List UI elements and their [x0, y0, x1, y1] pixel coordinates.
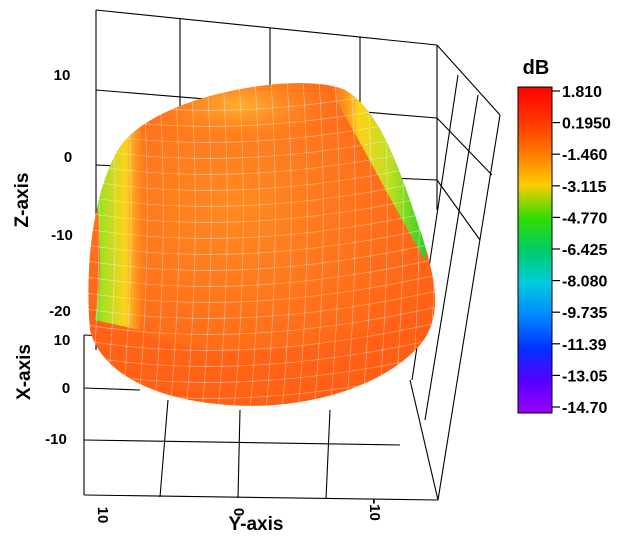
colorbar-tick-label: -11.39: [562, 337, 607, 354]
x-tick-label: -10: [45, 431, 67, 448]
y-tick-label: 10: [94, 507, 111, 524]
z-axis-ticks: 10 0 -10 -20: [49, 67, 73, 320]
x-tick-label: 10: [54, 332, 71, 349]
x-axis-title: X-axis: [14, 344, 35, 400]
x-axis-ticks: 10 0 -10: [45, 332, 70, 448]
colorbar-tick-label: -3.115: [562, 179, 607, 196]
colorbar-title: dB: [523, 57, 550, 79]
colorbar-tick-label: 1.810: [562, 84, 602, 101]
y-axis-ticks: 10 0 -10: [94, 499, 383, 523]
z-tick-label: 0: [64, 149, 72, 166]
colorbar-tick-label: -1.460: [562, 147, 607, 164]
colorbar-tick-label: -9.735: [562, 305, 607, 322]
x-tick-label: 0: [62, 380, 70, 397]
radiation-surface: [88, 83, 436, 406]
z-tick-label: -20: [49, 303, 71, 320]
colorbar-tick-label: -14.70: [562, 400, 607, 417]
colorbar: dB 1.810 0.1950 -1.460 -3.115 -4.770 -6.425 -8…: [517, 57, 611, 417]
y-axis-title: Y-axis: [229, 514, 284, 535]
z-axis-title: Z-axis: [12, 173, 33, 228]
colorbar-tick-label: -4.770: [562, 210, 607, 227]
colorbar-scale: [517, 86, 553, 414]
z-tick-label: -10: [51, 227, 73, 244]
colorbar-tick-label: 0.1950: [562, 116, 611, 133]
y-tick-label: -10: [366, 499, 383, 521]
colorbar-tick-label: -13.05: [562, 368, 607, 385]
y-tick-label: 0: [230, 508, 247, 516]
colorbar-tick-label: -8.080: [562, 274, 607, 291]
colorbar-tick-label: -6.425: [562, 242, 607, 259]
z-tick-label: 10: [54, 67, 71, 84]
